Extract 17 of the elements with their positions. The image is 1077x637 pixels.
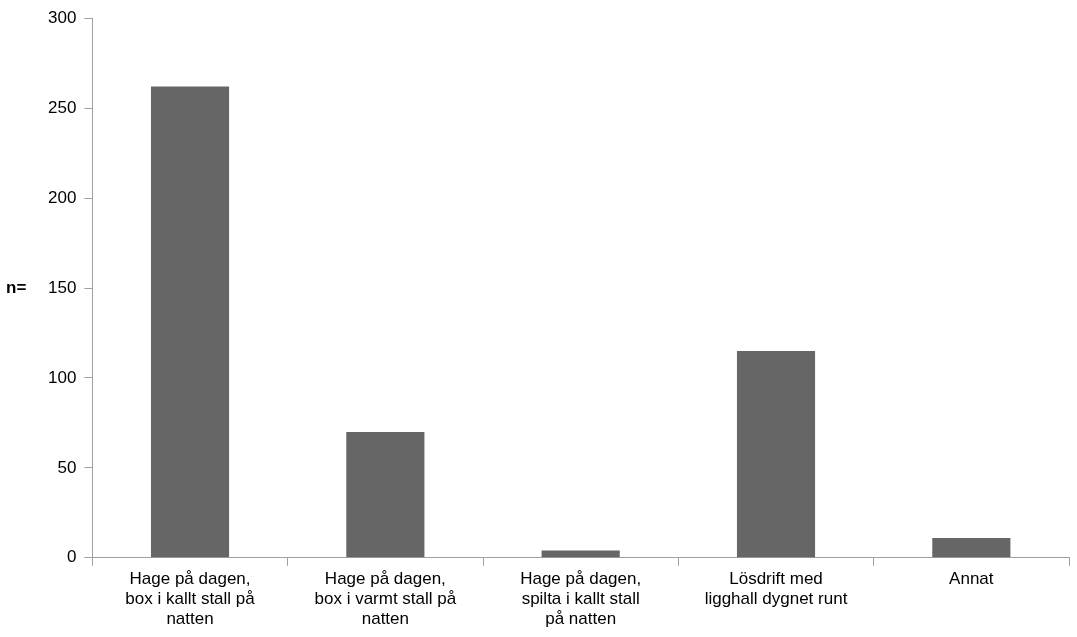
bar (346, 431, 425, 558)
x-tick-label: Annat (949, 568, 994, 588)
bar (150, 86, 230, 558)
x-tick-label: Hage på dagen, box i kallt stall på natten (125, 568, 256, 629)
y-tick-label: 100 (47, 367, 77, 387)
y-tick-label: 250 (47, 97, 77, 117)
x-tick-label: Hage på dagen, box i varmt stall på natten (314, 568, 457, 629)
x-tick-label: Lösdrift med ligghall dygnet runt (704, 568, 848, 609)
y-tick-label: 0 (66, 547, 77, 567)
y-tick-label: 200 (47, 187, 77, 207)
y-axis-title: n= (6, 277, 27, 297)
x-tick-label: Hage på dagen, spilta i kallt stall på natten (520, 568, 642, 629)
y-tick-label: 50 (57, 457, 77, 477)
bar (736, 350, 816, 558)
y-tick-label: 150 (47, 277, 77, 297)
y-tick-label: 300 (47, 7, 77, 27)
bar (932, 538, 1011, 558)
